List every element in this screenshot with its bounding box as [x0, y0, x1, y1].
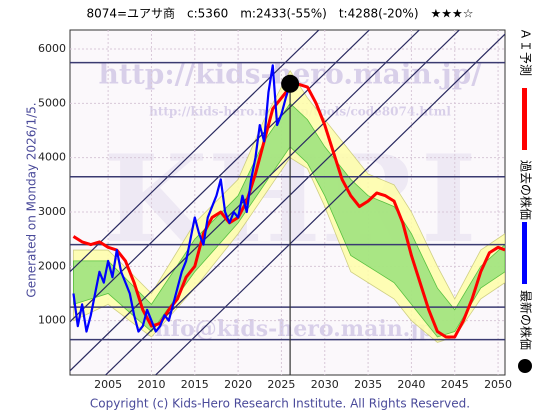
- legend-swatch: [522, 222, 527, 284]
- x-tick-label: 2005: [94, 378, 122, 391]
- legend-label: ＡＩ予測: [519, 28, 533, 76]
- x-tick-label: 2050: [484, 378, 512, 391]
- y-tick-label: 2000: [38, 259, 66, 272]
- x-tick-label: 2040: [397, 378, 425, 391]
- latest-dot: [281, 74, 300, 93]
- trend-line: [154, 33, 505, 375]
- x-tick-label: 2045: [441, 378, 469, 391]
- trend-line: [70, 30, 421, 372]
- trend-line: [70, 30, 371, 323]
- trend-line: [70, 30, 320, 273]
- x-tick-label: 2030: [311, 378, 339, 391]
- y-tick-label: 4000: [38, 151, 66, 164]
- trend-line: [104, 30, 461, 375]
- x-tick-label: 2015: [181, 378, 209, 391]
- legend-swatch: [518, 359, 532, 373]
- y-tick-label: 6000: [38, 42, 66, 55]
- footer: Copyright (c) Kids-Hero Research Institu…: [90, 397, 470, 411]
- x-tick-label: 2020: [224, 378, 252, 391]
- y-tick-label: 1000: [38, 314, 66, 327]
- legend-label: 最新の株価: [519, 290, 534, 350]
- legend-label: 過去の株価: [519, 160, 534, 220]
- x-tick-label: 2025: [267, 378, 295, 391]
- trend-lines: [70, 30, 505, 375]
- x-tick-label: 2035: [354, 378, 382, 391]
- x-tick-label: 2010: [137, 378, 165, 391]
- y-tick-label: 5000: [38, 96, 66, 109]
- series-line: [72, 64, 292, 333]
- side-label: Generated on Monday 2026/1/5.: [25, 102, 39, 297]
- legend-swatch: [522, 88, 527, 150]
- y-tick-label: 3000: [38, 205, 66, 218]
- chart-title: 8074=ユアサ商 c:5360 m:2433(-55%) t:4288(-20…: [86, 6, 473, 21]
